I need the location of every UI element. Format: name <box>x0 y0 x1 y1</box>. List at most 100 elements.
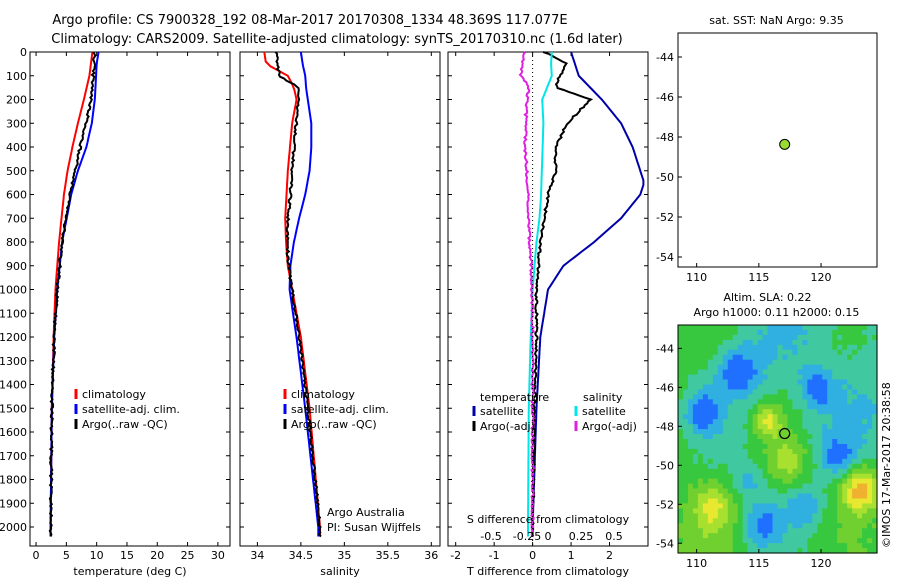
heatmap-cell <box>732 389 739 395</box>
heatmap-cell <box>692 533 699 539</box>
heatmap-cell <box>712 508 719 514</box>
heatmap-cell <box>837 448 843 455</box>
heatmap-cell <box>842 424 848 430</box>
heatmap-cell <box>812 468 818 475</box>
heatmap-cell <box>822 354 828 361</box>
heatmap-cell <box>832 379 838 386</box>
heatmap-cell <box>867 503 873 509</box>
heatmap-cell <box>717 359 724 366</box>
heatmap-cell <box>767 518 774 524</box>
heatmap-cell <box>852 404 858 410</box>
heatmap-cell <box>807 488 813 495</box>
heatmap-cell <box>837 478 843 485</box>
heatmap-cell <box>697 518 704 524</box>
heatmap-cell <box>842 414 848 420</box>
heatmap-cell <box>772 473 779 480</box>
heatmap-cell <box>787 518 794 524</box>
plots-group: 0100200300400500600700800900100011001200… <box>0 14 878 578</box>
heatmap-cell <box>678 419 684 425</box>
heatmap-cell <box>852 419 858 425</box>
y-tick-label: 300 <box>6 117 27 130</box>
heatmap-cell <box>747 498 754 505</box>
heatmap-cell <box>832 443 838 450</box>
heatmap-cell <box>752 448 759 455</box>
heatmap-cell <box>742 419 749 425</box>
heatmap-cell <box>722 399 729 405</box>
heatmap-cell <box>682 434 689 440</box>
heatmap-cell <box>852 483 858 490</box>
heatmap-cell <box>827 354 833 361</box>
heatmap-cell <box>782 364 789 371</box>
heatmap-cell <box>687 458 694 465</box>
heatmap-cell <box>822 349 828 356</box>
heatmap-cell <box>822 399 828 405</box>
heatmap-cell <box>687 478 694 485</box>
heatmap-cell <box>737 329 744 336</box>
heatmap-cell <box>827 528 833 534</box>
heatmap-cell <box>692 508 699 514</box>
heatmap-cell <box>678 359 684 366</box>
heatmap-cell <box>792 394 798 400</box>
heatmap-cell <box>722 543 729 549</box>
heatmap-cell <box>857 349 863 356</box>
heatmap-cell <box>847 394 853 400</box>
heatmap-cell <box>827 543 833 549</box>
heatmap-cell <box>777 518 784 524</box>
heatmap-cell <box>787 473 794 480</box>
heatmap-cell <box>822 473 828 480</box>
heatmap-cell <box>678 424 684 430</box>
heatmap-cell <box>787 334 794 341</box>
heatmap-cell <box>852 439 858 445</box>
heatmap-cell <box>702 434 709 440</box>
heatmap-cell <box>717 339 724 346</box>
heatmap-cell <box>752 439 759 445</box>
heatmap-cell <box>812 453 818 460</box>
heatmap-cell <box>702 424 709 430</box>
heatmap-cell <box>792 354 798 361</box>
heatmap-cell <box>692 528 699 534</box>
heatmap-cell <box>717 429 724 435</box>
heatmap-cell <box>822 468 828 475</box>
heatmap-cell <box>702 439 709 445</box>
heatmap-cell <box>782 518 789 524</box>
heatmap-cell <box>692 473 699 480</box>
heatmap-cell <box>827 344 833 351</box>
heatmap-cell <box>682 483 689 490</box>
y-tick-label: -50 <box>656 171 674 184</box>
heatmap-cell <box>807 414 813 420</box>
heatmap-cell <box>712 493 719 500</box>
heatmap-cell <box>787 429 794 435</box>
heatmap-cell <box>837 458 843 465</box>
heatmap-cell <box>797 513 803 519</box>
heatmap-cell <box>717 463 724 470</box>
heatmap-cell <box>732 339 739 346</box>
heatmap-cell <box>802 439 808 445</box>
heatmap-cell <box>782 508 789 514</box>
heatmap-cell <box>722 448 729 455</box>
heatmap-cell <box>687 334 694 341</box>
heatmap-cell <box>707 364 714 371</box>
heatmap-cell <box>757 528 764 534</box>
heatmap-cell <box>707 369 714 376</box>
heatmap-cell <box>817 429 823 435</box>
heatmap-cell <box>862 389 868 395</box>
heatmap-cell <box>867 538 873 544</box>
heatmap-cell <box>817 448 823 455</box>
heatmap-cell <box>732 493 739 500</box>
heatmap-cell <box>772 394 779 400</box>
heatmap-cell <box>852 399 858 405</box>
heatmap-cell <box>712 389 719 395</box>
y-tick-label: 500 <box>6 165 27 178</box>
heatmap-cell <box>852 364 858 371</box>
heatmap-cell <box>812 518 818 524</box>
heatmap-cell <box>747 359 754 366</box>
heatmap-cell <box>807 354 813 361</box>
heatmap-cell <box>767 329 774 336</box>
heatmap-cell <box>762 443 769 450</box>
heatmap-cell <box>762 543 769 549</box>
heatmap-cell <box>692 334 699 341</box>
heatmap-cell <box>732 379 739 386</box>
heatmap-cell <box>822 409 828 415</box>
heatmap-cell <box>762 359 769 366</box>
heatmap-cell <box>807 344 813 351</box>
